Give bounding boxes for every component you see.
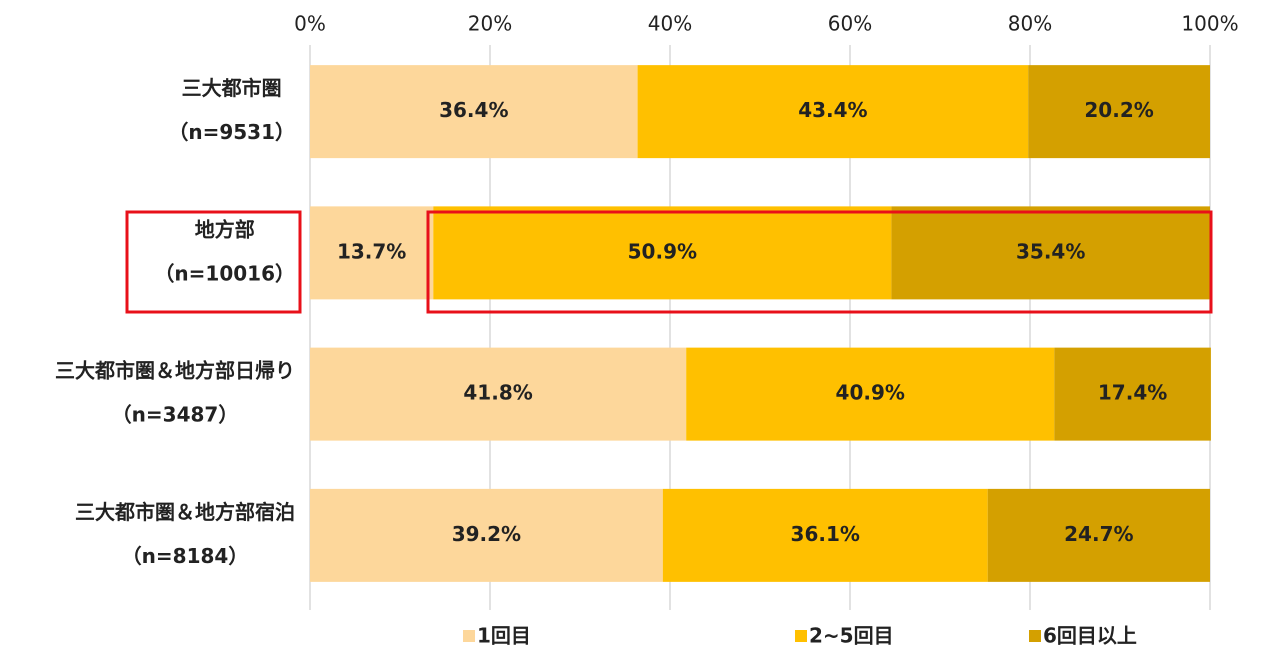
bar-segment [433,206,892,300]
value-label: 17.4% [1098,381,1167,405]
highlight-box [125,210,302,314]
x-tick-label: 20% [468,12,512,36]
bar-segment [891,206,1210,300]
value-label: 41.8% [463,381,532,405]
legend-label: 1回目 [477,624,531,648]
x-tick-label: 80% [1008,12,1052,36]
bar-segment [686,347,1055,441]
category-label: 三大都市圏 [182,76,282,100]
x-tick-label: 60% [828,12,872,36]
value-label: 40.9% [836,381,905,405]
value-label: 24.7% [1064,522,1133,546]
bar-segment [637,65,1029,159]
bar-segment [310,65,638,159]
legend-swatch [463,630,475,642]
legend-swatch [795,630,807,642]
category-label: 地方部 [195,217,255,241]
value-label: 36.1% [791,522,860,546]
category-label: 三大都市圏＆地方部日帰り [55,359,295,383]
category-label: 三大都市圏＆地方部宿泊 [75,500,295,524]
value-label: 20.2% [1084,98,1153,122]
bar-segment [1054,347,1211,441]
x-tick-label: 40% [648,12,692,36]
category-label: （n=3487） [112,403,239,427]
category-label: （n=8184） [122,544,249,568]
value-label: 39.2% [452,522,521,546]
value-label: 43.4% [798,98,867,122]
bar-segment [662,488,988,582]
bar-segment [1028,65,1210,159]
legend-label: 6回目以上 [1043,624,1137,648]
category-label: （n=9531） [168,120,295,144]
bars [310,65,1211,582]
bar-segment [310,347,687,441]
legend-label: 2~5回目 [809,624,894,648]
value-label: 36.4% [439,98,508,122]
x-tick-label: 100% [1181,12,1238,36]
legend-swatch [1029,630,1041,642]
bar-segment [310,206,434,300]
value-label: 35.4% [1016,239,1085,263]
highlight-box [426,210,1213,314]
bar-segment [310,488,663,582]
value-label: 13.7% [337,239,406,263]
x-tick-label: 0% [294,12,326,36]
bar-segment [987,488,1210,582]
value-label: 50.9% [628,239,697,263]
category-label: （n=10016） [154,261,295,285]
